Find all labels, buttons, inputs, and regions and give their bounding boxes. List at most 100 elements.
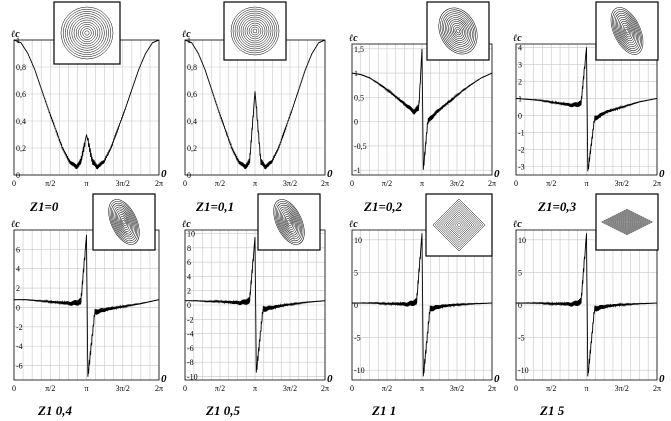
inset-orbit: [278, 206, 300, 238]
x-tick-label: 3π/2: [450, 179, 464, 188]
y-tick-label: 8: [187, 244, 191, 253]
inset-orbit: [441, 11, 475, 51]
inset-orbit: [447, 213, 471, 237]
inset-orbit: [610, 7, 644, 55]
x-tick-label: 0: [350, 384, 354, 393]
y-axis-label: ℓc: [349, 219, 358, 230]
zero-label: 0: [327, 168, 333, 180]
panel-caption: Z1 0,4: [37, 403, 72, 418]
inset-orbit: [284, 216, 294, 228]
y-tick-label: 1: [187, 36, 191, 45]
plot-frame: [351, 43, 493, 176]
x-tick-label: 2π: [488, 384, 496, 393]
inset-orbit: [75, 21, 99, 45]
y-axis-label: ℓc: [182, 219, 191, 230]
y-tick-label: 10: [518, 236, 526, 245]
inset-orbit: [440, 9, 476, 53]
inset-orbit: [65, 11, 109, 55]
y-tick-label: 1: [16, 36, 20, 45]
inset-orbit: [277, 204, 301, 240]
panel-caption: Z1 5: [539, 403, 565, 418]
y-tick-label: 0,5: [354, 93, 364, 102]
chart-panel: -6 -4 -2 0 2 4 6 0 π/2 π 3π/2 2π ℓc 0 Z1 0,4: [11, 193, 167, 418]
y-tick-label: 0: [518, 301, 522, 310]
y-tick-label: -2: [518, 145, 525, 154]
chart-panel: -10 -5 0 5 10 0 π/2 π 3π/2 2π ℓc 0 Z1 5: [513, 193, 665, 418]
y-tick-label: -10: [518, 366, 529, 375]
inset-orbit: [117, 212, 131, 232]
series-line: [13, 39, 160, 170]
series-line: [515, 233, 658, 377]
x-tick-label: 0: [514, 384, 518, 393]
inset-orbit: [108, 199, 140, 245]
inset-orbit: [67, 13, 107, 53]
plot-frame: [515, 43, 658, 176]
x-tick-label: π: [420, 384, 424, 393]
inset-orbit: [441, 207, 477, 243]
inset-orbit: [611, 214, 643, 230]
inset-phase-portrait: [426, 1, 490, 61]
y-tick-label: -5: [518, 334, 525, 343]
y-tick-label: 5: [518, 268, 522, 277]
zero-label: 0: [494, 373, 500, 385]
y-tick-label: 0,4: [16, 117, 26, 126]
inset-orbit: [616, 15, 638, 47]
y-tick-label: 0,2: [187, 144, 197, 153]
x-tick-label: 2π: [321, 384, 329, 393]
chart-panel: 0 0,2 0,4 0,6 0,8 1 0 π/2 π 3π/2 2π ℓc 0 Z1=0,1: [182, 1, 333, 214]
y-tick-label: 6: [16, 245, 20, 254]
inset-orbit: [110, 202, 138, 242]
y-tick-label: -2: [16, 323, 23, 332]
x-tick-label: 3π/2: [283, 384, 297, 393]
x-tick-label: π: [84, 179, 88, 188]
zero-label: 0: [659, 373, 665, 385]
inset-orbit: [432, 198, 486, 252]
inset-frame: [53, 1, 121, 65]
inset-orbit: [279, 208, 299, 236]
inset-orbit: [456, 28, 460, 34]
y-tick-label: -4: [187, 330, 194, 339]
y-tick-label: 1,5: [354, 45, 364, 54]
inset-orbit: [234, 10, 276, 52]
inset-orbit: [73, 19, 101, 47]
inset-orbit: [624, 220, 630, 224]
zero-label: 0: [161, 168, 167, 180]
inset-orbit: [448, 19, 468, 43]
panel-caption: Z1=0: [29, 199, 59, 214]
inset-orbit: [451, 23, 465, 39]
inset-orbit: [618, 18, 636, 44]
inset-orbit: [82, 28, 92, 38]
inset-orbit: [286, 217, 292, 227]
series-line: [352, 48, 493, 170]
y-tick-label: 4: [187, 272, 191, 281]
x-tick-label: π: [584, 179, 588, 188]
y-tick-label: 0: [518, 111, 522, 120]
x-tick-label: π: [253, 384, 257, 393]
inset-phase-portrait: [53, 1, 121, 65]
zero-label: 0: [494, 168, 500, 180]
inset-orbit: [620, 20, 634, 42]
x-tick-label: π: [84, 384, 88, 393]
inset-phase-portrait: [223, 1, 287, 61]
inset-orbit: [242, 18, 268, 44]
inset-orbit: [439, 205, 479, 245]
inset-orbit: [449, 215, 469, 235]
inset-orbit: [603, 210, 651, 234]
inset-frame: [595, 193, 659, 251]
inset-orbit: [601, 209, 653, 235]
inset-orbit: [452, 24, 464, 38]
y-tick-label: 4: [518, 43, 522, 52]
inset-orbit: [240, 16, 270, 46]
y-tick-label: 0: [354, 301, 358, 310]
y-tick-label: -1: [518, 128, 525, 137]
x-tick-label: 2π: [155, 179, 163, 188]
inset-frame: [92, 193, 156, 251]
x-tick-label: π/2: [546, 384, 556, 393]
y-tick-label: 10: [187, 230, 195, 239]
x-tick-label: π/2: [382, 384, 392, 393]
x-tick-label: π/2: [546, 179, 556, 188]
x-tick-label: π: [253, 179, 257, 188]
inset-orbit: [287, 219, 291, 225]
inset-orbit: [452, 218, 466, 232]
